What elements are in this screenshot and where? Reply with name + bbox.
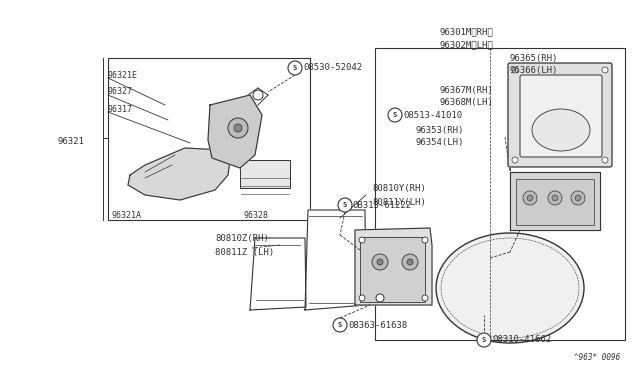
Text: 96353(RH): 96353(RH)	[415, 125, 463, 135]
Text: S: S	[293, 65, 297, 71]
Polygon shape	[208, 95, 262, 168]
Text: S: S	[482, 337, 486, 343]
FancyBboxPatch shape	[520, 75, 602, 157]
Text: 96317: 96317	[108, 105, 133, 113]
Text: S: S	[338, 322, 342, 328]
Text: 80810Z(RH): 80810Z(RH)	[215, 234, 269, 243]
Circle shape	[234, 124, 242, 132]
Text: 80810Y(RH): 80810Y(RH)	[372, 183, 426, 192]
Circle shape	[602, 157, 608, 163]
Text: 80811Z (LH): 80811Z (LH)	[215, 247, 274, 257]
Circle shape	[402, 254, 418, 270]
Text: 96321: 96321	[58, 138, 85, 147]
Circle shape	[253, 90, 263, 100]
Text: 96301M〈RH〉: 96301M〈RH〉	[440, 28, 493, 36]
Circle shape	[523, 191, 537, 205]
Text: 96321A: 96321A	[112, 211, 142, 219]
Text: 08530-52042: 08530-52042	[303, 64, 362, 73]
Text: 96367M(RH): 96367M(RH)	[440, 86, 493, 94]
Polygon shape	[250, 238, 306, 310]
Ellipse shape	[532, 109, 590, 151]
Text: 08363-61638: 08363-61638	[348, 321, 407, 330]
Polygon shape	[128, 148, 230, 200]
Circle shape	[376, 294, 384, 302]
Circle shape	[407, 259, 413, 265]
Circle shape	[602, 67, 608, 73]
Circle shape	[228, 118, 248, 138]
Bar	[240, 160, 290, 188]
Polygon shape	[355, 228, 432, 305]
Circle shape	[359, 237, 365, 243]
Circle shape	[388, 108, 402, 122]
Circle shape	[512, 67, 518, 73]
Bar	[516, 179, 594, 225]
Text: 96321E: 96321E	[108, 71, 138, 80]
Text: 80811Y(LH): 80811Y(LH)	[372, 198, 426, 206]
Circle shape	[527, 195, 533, 201]
Circle shape	[552, 195, 558, 201]
Circle shape	[548, 191, 562, 205]
FancyBboxPatch shape	[508, 63, 612, 167]
Ellipse shape	[436, 233, 584, 343]
Bar	[360, 237, 425, 302]
Text: 96328: 96328	[243, 211, 268, 219]
Text: 0B313-61222: 0B313-61222	[352, 201, 411, 209]
Polygon shape	[510, 172, 600, 230]
Circle shape	[512, 157, 518, 163]
Text: 08513-41010: 08513-41010	[403, 110, 462, 119]
Polygon shape	[305, 210, 366, 310]
Text: ^963* 0096: ^963* 0096	[573, 353, 620, 362]
Circle shape	[377, 259, 383, 265]
Text: 96302M〈LH〉: 96302M〈LH〉	[440, 41, 493, 49]
Circle shape	[288, 61, 302, 75]
Text: S: S	[343, 202, 347, 208]
Text: 96365(RH): 96365(RH)	[510, 54, 558, 62]
Text: 96366(LH): 96366(LH)	[510, 65, 558, 74]
Circle shape	[422, 295, 428, 301]
Bar	[108, 58, 310, 220]
Text: S: S	[393, 112, 397, 118]
Text: 96327: 96327	[108, 87, 133, 96]
Circle shape	[477, 333, 491, 347]
Circle shape	[571, 191, 585, 205]
Circle shape	[575, 195, 581, 201]
Text: 96368M(LH): 96368M(LH)	[440, 99, 493, 108]
Circle shape	[333, 318, 347, 332]
Text: 96354(LH): 96354(LH)	[415, 138, 463, 148]
Circle shape	[359, 295, 365, 301]
Text: 08310-41662: 08310-41662	[492, 336, 551, 344]
Bar	[375, 48, 625, 340]
Circle shape	[372, 254, 388, 270]
Circle shape	[338, 198, 352, 212]
Circle shape	[422, 237, 428, 243]
